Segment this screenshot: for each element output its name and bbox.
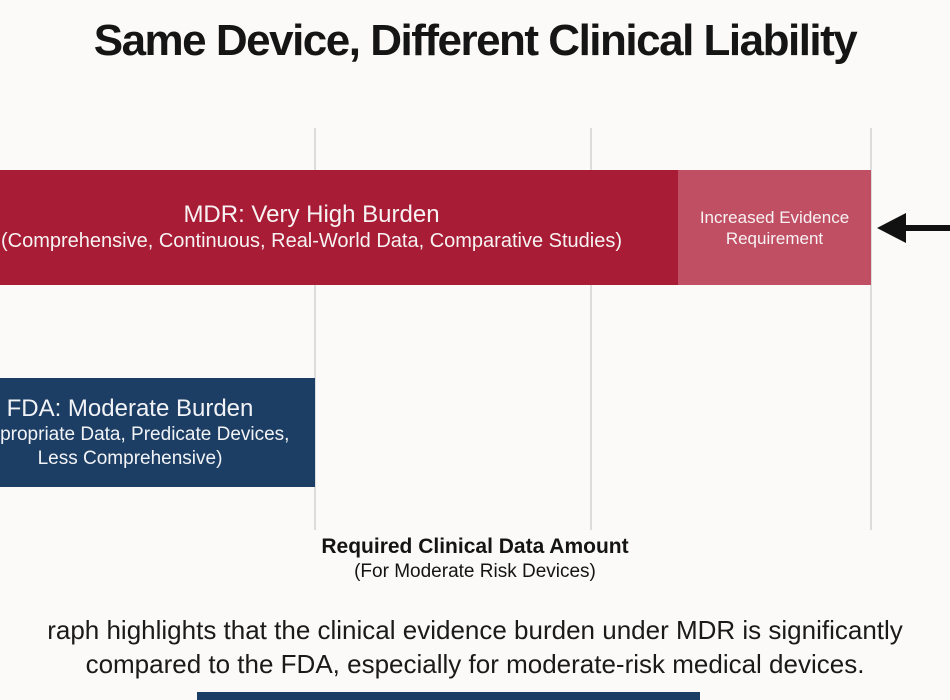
x-axis-label-block: Required Clinical Data Amount (For Moder… [0,534,950,583]
vertical-gridline-3 [870,128,872,530]
mdr-bar-text: MDR: Very High Burden (Comprehensive, Co… [0,170,678,285]
mdr-bar-label: MDR: Very High Burden [183,201,440,228]
x-axis-label: Required Clinical Data Amount [321,535,629,558]
bottom-partial-bar [197,692,700,700]
mdr-bar: MDR: Very High Burden (Comprehensive, Co… [0,170,871,285]
mdr-extension-label-line1: Increased Evidence [699,207,850,227]
fda-bar-sublabel-line2: Less Comprehensive) [37,447,223,469]
mdr-extension-segment: Increased Evidence Requirement [678,170,871,285]
page-title: Same Device, Different Clinical Liabilit… [93,16,858,65]
caption-line2: compared to the FDA, especially for mode… [85,649,865,679]
mdr-extension-label-line2: Requirement [725,228,824,248]
caption-line1: raph highlights that the clinical eviden… [47,615,903,645]
mdr-bar-sublabel: (Comprehensive, Continuous, Real-World D… [0,230,622,252]
x-axis-sublabel: (For Moderate Risk Devices) [354,561,596,582]
vertical-gridline-2 [590,128,592,530]
left-arrow-icon [877,213,950,243]
fda-bar-label: FDA: Moderate Burden [6,394,254,422]
caption: raph highlights that the clinical eviden… [0,613,950,681]
vertical-gridline-1 [314,128,316,530]
fda-bar: FDA: Moderate Burden (Appropriate Data, … [0,378,315,487]
fda-bar-sublabel-line1: (Appropriate Data, Predicate Devices, [0,423,290,445]
